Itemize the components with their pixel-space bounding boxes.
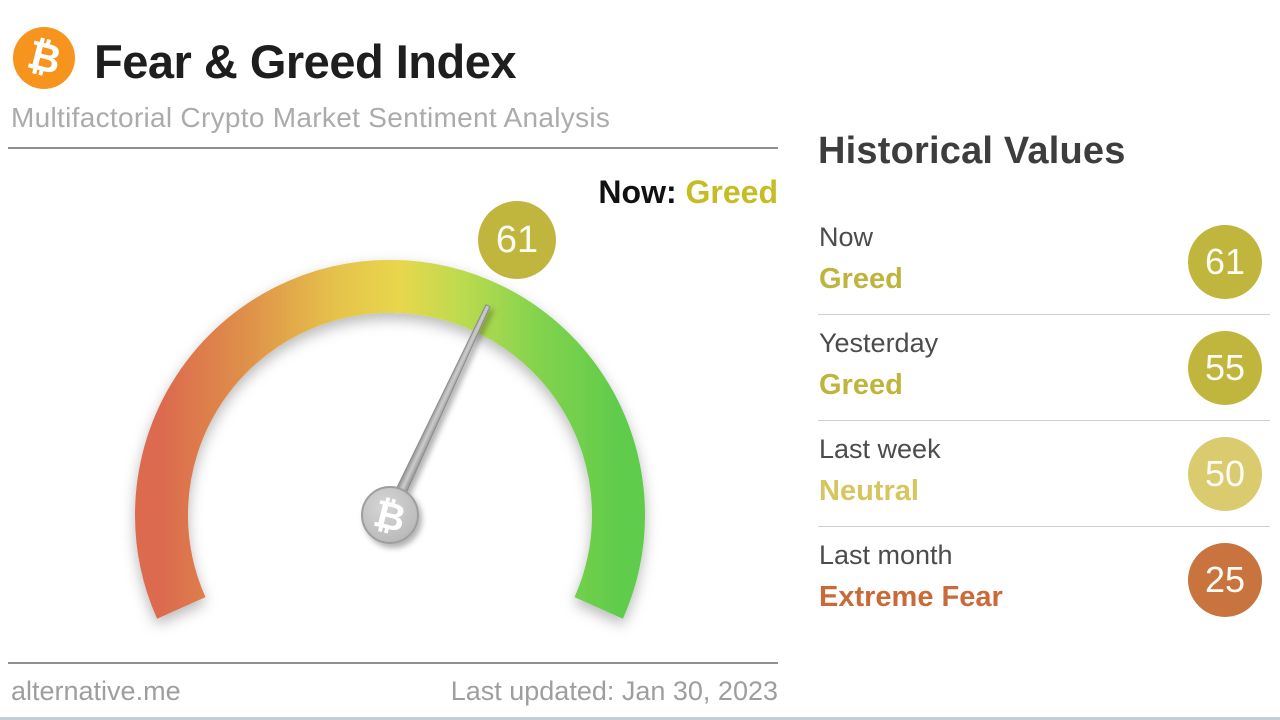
history-period-label: Yesterday (819, 328, 939, 358)
gauge-pivot-coin (361, 486, 419, 544)
historical-values-list: Now Greed 61 Yesterday Greed 55 Last wee… (818, 209, 1270, 633)
bottom-edge-line (0, 717, 1280, 720)
history-row-now: Now Greed 61 (818, 209, 1270, 315)
site-link[interactable]: alternative.me (11, 676, 181, 706)
gauge-chart: ₿ (135, 259, 645, 619)
footer-divider (8, 662, 778, 664)
gauge-needle (382, 304, 491, 521)
history-row-last-month: Last month Extreme Fear 25 (818, 527, 1270, 633)
page-subtitle: Multifactorial Crypto Market Sentiment A… (11, 102, 611, 133)
header-divider (8, 147, 778, 149)
bitcoin-logo-icon: ₿ (13, 27, 75, 89)
page-title: Fear & Greed Index (94, 35, 517, 88)
history-score-badge: 55 (1188, 331, 1262, 405)
history-classification: Greed (819, 369, 903, 401)
last-updated-text: Last updated: Jan 30, 2023 (450, 676, 778, 706)
history-row-yesterday: Yesterday Greed 55 (818, 315, 1270, 421)
gauge-value-badge: 61 (478, 201, 556, 279)
now-label: Now: (598, 174, 677, 210)
current-status-line: Now: Greed (400, 174, 778, 211)
history-classification: Neutral (819, 475, 919, 507)
historical-values-title: Historical Values (818, 130, 1126, 172)
history-score-badge: 25 (1188, 543, 1262, 617)
history-score-badge: 61 (1188, 225, 1262, 299)
history-score-badge: 50 (1188, 437, 1262, 511)
history-classification: Extreme Fear (819, 581, 1003, 613)
history-row-last-week: Last week Neutral 50 (818, 421, 1270, 527)
gauge-arc (135, 259, 645, 619)
bitcoin-symbol: ₿ (22, 31, 66, 85)
history-period-label: Now (819, 222, 874, 252)
history-classification: Greed (819, 263, 903, 295)
history-period-label: Last week (819, 434, 941, 464)
now-classification: Greed (685, 174, 778, 210)
history-period-label: Last month (819, 540, 953, 570)
